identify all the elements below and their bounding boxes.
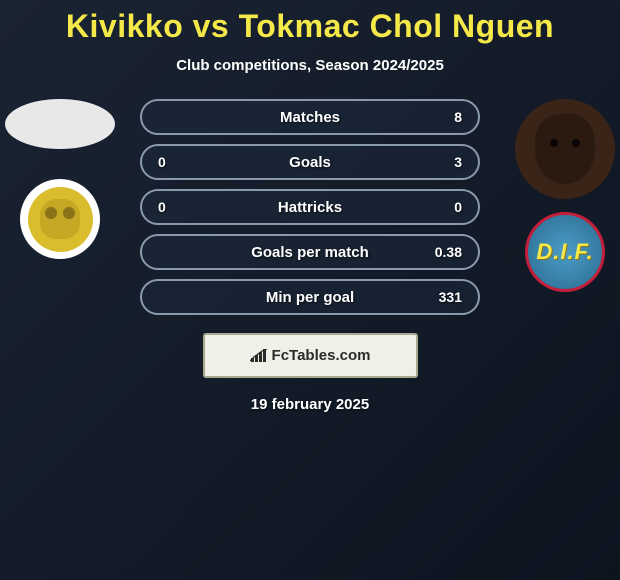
stats-section: Matches 8 0 Goals 3 0 Hattricks 0 Goals … (140, 99, 480, 315)
stat-row-matches: Matches 8 (140, 99, 480, 135)
comparison-area: D.I.F. Matches 8 0 Goals 3 0 Hattricks 0… (0, 99, 620, 315)
stat-left-value: 0 (158, 199, 166, 215)
stat-right-value: 331 (439, 289, 462, 305)
chart-icon (250, 349, 268, 363)
stat-right-value: 0 (454, 199, 462, 215)
main-container: Kivikko vs Tokmac Chol Nguen Club compet… (0, 0, 620, 580)
source-badge: FcTables.com (203, 333, 418, 378)
player-avatar-left (5, 99, 115, 149)
stat-row-hattricks: 0 Hattricks 0 (140, 189, 480, 225)
stat-label: Goals (142, 154, 478, 171)
avatar-face-icon (535, 114, 595, 184)
stat-row-mpg: Min per goal 331 (140, 279, 480, 315)
right-player-column: D.I.F. (515, 99, 615, 292)
stat-row-gpm: Goals per match 0.38 (140, 234, 480, 270)
stat-label: Matches (142, 109, 478, 126)
team-logo-right: D.I.F. (525, 212, 605, 292)
stat-right-value: 0.38 (435, 244, 462, 260)
stat-right-value: 3 (454, 154, 462, 170)
tiger-icon (28, 187, 93, 252)
left-player-column (5, 99, 115, 259)
stat-right-value: 8 (454, 109, 462, 125)
page-title: Kivikko vs Tokmac Chol Nguen (66, 8, 554, 45)
stat-label: Hattricks (142, 199, 478, 216)
stat-left-value: 0 (158, 154, 166, 170)
stat-label: Min per goal (142, 289, 478, 306)
badge-text: FcTables.com (272, 347, 371, 364)
stat-row-goals: 0 Goals 3 (140, 144, 480, 180)
player-avatar-right (515, 99, 615, 199)
stat-label: Goals per match (142, 244, 478, 261)
team-right-label: D.I.F. (536, 239, 593, 265)
team-logo-left (20, 179, 100, 259)
subtitle: Club competitions, Season 2024/2025 (176, 57, 444, 74)
date-label: 19 february 2025 (251, 396, 369, 413)
